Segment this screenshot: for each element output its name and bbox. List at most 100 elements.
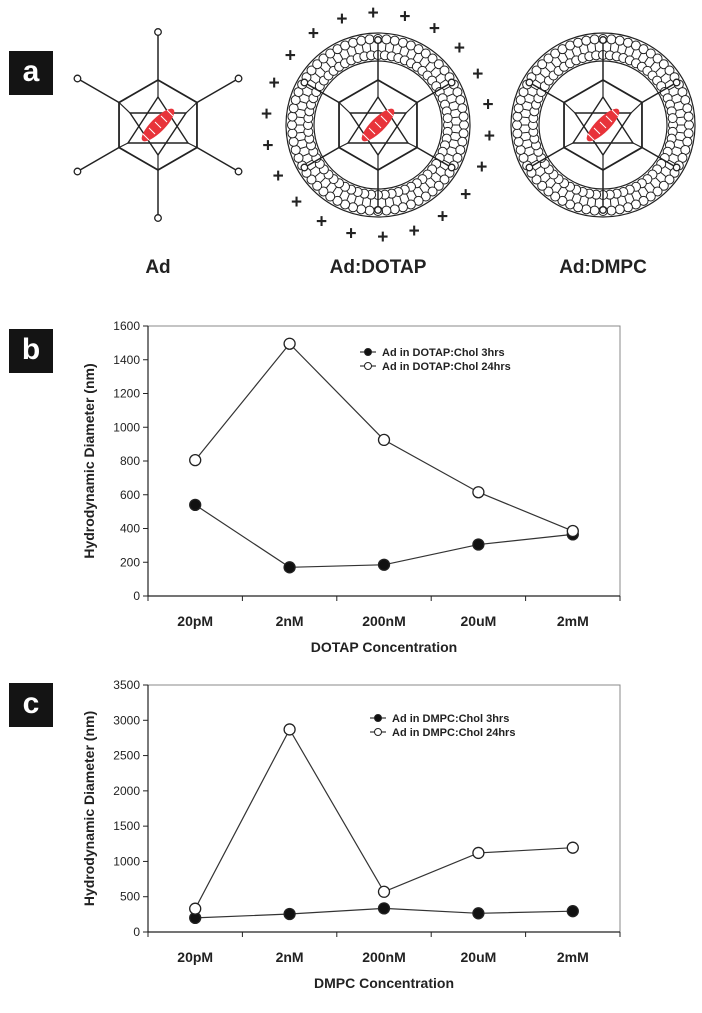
lipid-head-outer — [364, 34, 375, 45]
lipid-head-outer — [683, 128, 694, 139]
y-tick-label: 1000 — [113, 420, 140, 434]
data-point-3hrs — [377, 558, 391, 571]
data-point-24hrs — [472, 486, 485, 499]
fiber-knob — [300, 78, 309, 87]
lipid-tail — [564, 190, 569, 198]
lipid-head-outer — [381, 34, 392, 45]
diagram-caption: Ad — [145, 257, 170, 278]
lipid-head-outer — [306, 174, 317, 185]
lipid-tail — [522, 108, 531, 111]
capsid-edge — [338, 102, 351, 114]
lipid-head-inner — [667, 113, 678, 124]
lipid-head-outer — [684, 120, 694, 130]
genome-stripe — [611, 109, 619, 117]
legend-entry: Ad in DOTAP:Chol 3hrs — [382, 347, 505, 359]
fiber-knob — [447, 78, 456, 87]
capsid-triangle — [126, 95, 190, 144]
lipid-tail — [309, 79, 317, 85]
lipid-head-outer — [682, 136, 693, 147]
charge-plus: + — [262, 136, 273, 157]
lipid-head-outer — [458, 128, 469, 139]
lipid-head-outer — [683, 111, 694, 122]
lipid-head-outer — [531, 65, 542, 76]
fiber — [196, 77, 239, 104]
lipid-tail — [449, 100, 457, 104]
genome-stripe — [362, 133, 370, 141]
charge-plus: + — [291, 192, 302, 213]
lipid-head-outer — [288, 103, 299, 114]
lipid-tail — [399, 46, 403, 54]
lipid-tail — [369, 199, 372, 207]
y-tick-label: 400 — [120, 522, 140, 536]
data-point-3hrs — [472, 538, 485, 551]
lipid-head-outer — [531, 174, 542, 185]
lipid-tail — [346, 49, 350, 57]
fiber-knob — [73, 167, 82, 176]
lipid-head-outer — [512, 111, 523, 122]
lipid-head-outer — [581, 35, 592, 46]
legend-marker — [374, 714, 382, 722]
lipid-tail — [424, 61, 431, 68]
lipid-head-outer — [589, 34, 600, 45]
fiber — [529, 81, 565, 104]
lipid-tail — [674, 146, 682, 150]
lipid-tail — [353, 196, 357, 204]
x-tick-label: 2nM — [276, 949, 304, 965]
y-axis-label: Hydrodynamic Diameter (nm) — [81, 363, 97, 558]
capsid-edge — [405, 102, 418, 114]
lipid-head-outer — [325, 191, 336, 202]
fiber-knob — [672, 78, 681, 87]
lipid-head-outer — [306, 65, 317, 76]
lipid-head-outer — [318, 53, 329, 64]
genome-stripe — [374, 121, 382, 129]
lipid-head-outer — [457, 103, 468, 114]
lipid-head-outer — [652, 53, 663, 64]
lipid-tail — [586, 197, 589, 206]
data-point-3hrs — [377, 902, 391, 915]
lipid-tail — [297, 139, 306, 142]
charge-plus: + — [273, 166, 284, 187]
data-point-24hrs — [377, 885, 391, 898]
charge-plus: + — [346, 224, 357, 245]
lipid-tail — [527, 93, 535, 97]
y-tick-label: 0 — [133, 925, 140, 939]
lipid-head-outer — [573, 37, 584, 48]
lipid-tail — [655, 67, 661, 73]
charge-plus: + — [308, 23, 319, 44]
lipid-head-outer — [439, 174, 450, 185]
lipid-tail — [668, 86, 676, 91]
lipid-tail — [530, 159, 538, 164]
fiber-knob — [234, 167, 243, 176]
capsid-triangle — [346, 95, 410, 144]
lipid-tail — [314, 171, 321, 178]
data-point-3hrs — [472, 907, 485, 920]
lipid-head-outer — [427, 186, 438, 197]
data-point-24hrs — [566, 841, 579, 854]
lipid-tail — [339, 190, 344, 198]
lipid-tail — [530, 86, 538, 91]
lipid-tail — [527, 153, 535, 157]
lipid-tail — [452, 131, 460, 134]
lipid-tail — [578, 196, 582, 204]
lipid-head-outer — [606, 34, 617, 45]
diagram-ad-dotap: ++++++++++++++++ + +++++Ad:DOTAP — [261, 3, 495, 278]
charge-plus: + — [316, 212, 327, 233]
lipid-tail — [452, 116, 460, 119]
charge-plus: + — [368, 3, 379, 24]
lipid-outer-ring — [510, 32, 696, 218]
lipid-head-outer — [318, 186, 329, 197]
lipid-tail — [353, 46, 357, 54]
lipid-head-outer — [457, 136, 468, 147]
lipid-tail — [534, 165, 542, 171]
lipid-tail — [677, 116, 685, 119]
fiber-knob — [234, 74, 243, 83]
panel-label-c: c — [9, 683, 53, 727]
lipid-tail — [450, 139, 459, 142]
x-tick-label: 200nM — [362, 613, 406, 629]
capsid-edge — [187, 142, 198, 149]
lipid-head-outer — [658, 180, 669, 191]
y-tick-label: 1200 — [113, 387, 140, 401]
fiber — [196, 146, 239, 173]
lipid-tail — [439, 79, 447, 85]
genome-stripe — [599, 121, 607, 129]
